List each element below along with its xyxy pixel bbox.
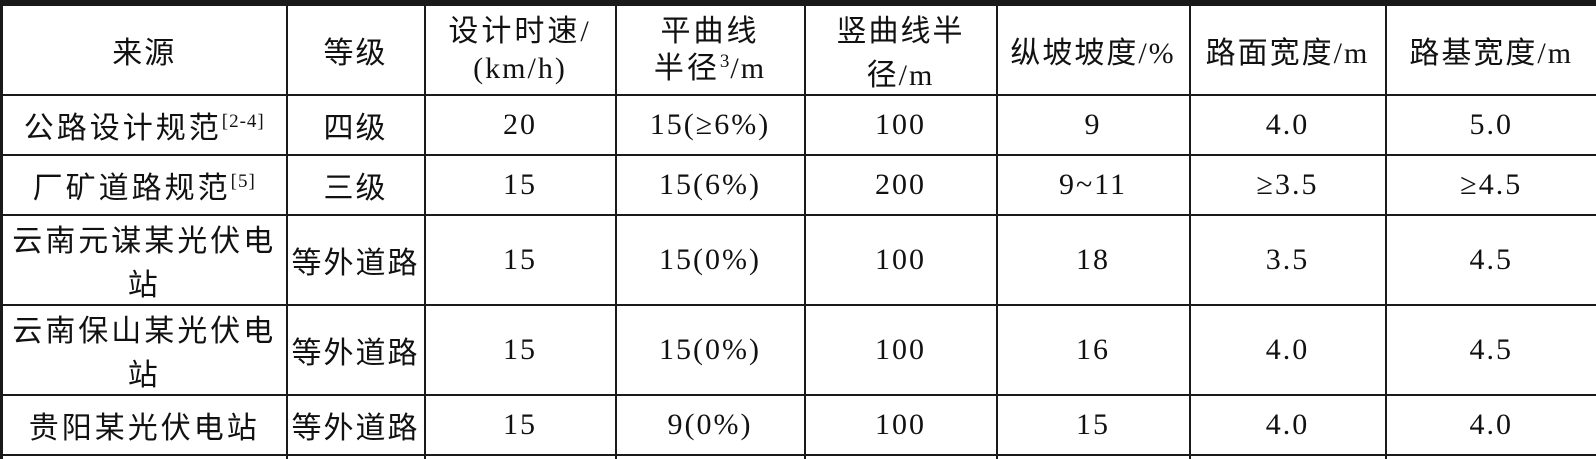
cell-slope: 18 <box>995 214 1191 306</box>
header-design-speed-line1: 设计时速/ <box>448 14 592 48</box>
source-text: 云南保山某光伏电站 <box>12 315 277 392</box>
cell-roadbed: 4.5 <box>1384 304 1596 396</box>
source-text: 贵阳某光伏电站 <box>28 412 260 445</box>
cell-slope: 15 <box>995 394 1191 456</box>
hcurve-unit: /m <box>730 52 767 85</box>
source-citation: [5] <box>230 171 256 192</box>
cell-source: 厂矿道路规范[5] <box>0 154 288 216</box>
source-text: 云南元谋某光伏电站 <box>12 225 277 302</box>
cell-grade: 四级 <box>285 94 426 156</box>
cell-pavement: 4.0 <box>1188 94 1387 156</box>
table-row: 贵阳某光伏电站 等外道路 15 9(0%) 100 15 4.0 4.0 <box>0 394 1596 456</box>
cell-speed: 15 <box>423 154 617 216</box>
cell-grade: 等外道路 <box>285 454 426 459</box>
table-row: 山西某光伏电站 等外道路 15 12(0%) 90 12 4.0 5.0 <box>0 454 1596 459</box>
cell-hcurve: 15(0%) <box>614 304 806 396</box>
cell-grade: 等外道路 <box>285 394 426 456</box>
header-roadbed-width: 路基宽度/m <box>1384 0 1596 96</box>
table-row: 云南元谋某光伏电站 等外道路 15 15(0%) 100 18 3.5 4.5 <box>0 214 1596 306</box>
cell-vcurve: 100 <box>803 304 998 396</box>
cell-source: 公路设计规范[2-4] <box>0 94 288 156</box>
header-pavement-width: 路面宽度/m <box>1188 0 1387 96</box>
header-hcurve-line2: 半径3/m <box>621 50 800 88</box>
cell-speed: 20 <box>423 94 617 156</box>
cell-vcurve: 100 <box>803 94 998 156</box>
header-design-speed: 设计时速/ (km/h) <box>423 0 617 96</box>
cell-grade: 等外道路 <box>285 214 426 306</box>
header-grade: 等级 <box>285 0 426 96</box>
cell-hcurve: 9(0%) <box>614 394 806 456</box>
cell-vcurve: 200 <box>803 154 998 216</box>
cell-hcurve: 15(≥6%) <box>614 94 806 156</box>
cell-pavement: ≥3.5 <box>1188 154 1387 216</box>
cell-speed: 15 <box>423 214 617 306</box>
cell-roadbed: 5.0 <box>1384 454 1596 459</box>
table-row: 厂矿道路规范[5] 三级 15 15(6%) 200 9~11 ≥3.5 ≥4.… <box>0 154 1596 216</box>
table-row: 云南保山某光伏电站 等外道路 15 15(0%) 100 16 4.0 4.5 <box>0 304 1596 396</box>
cell-grade: 等外道路 <box>285 304 426 396</box>
cell-slope: 16 <box>995 304 1191 396</box>
cell-hcurve: 15(6%) <box>614 154 806 216</box>
cell-roadbed: ≥4.5 <box>1384 154 1596 216</box>
table-header: 来源 等级 设计时速/ (km/h) 平曲线 半径3/m 竖曲线半径/m 纵坡坡… <box>0 0 1596 96</box>
source-text: 公路设计规范 <box>23 112 222 145</box>
cell-speed: 15 <box>423 304 617 396</box>
cell-pavement: 3.5 <box>1188 214 1387 306</box>
header-source: 来源 <box>0 0 288 96</box>
cell-source: 山西某光伏电站 <box>0 454 288 459</box>
header-vertical-curve-radius: 竖曲线半径/m <box>803 0 998 96</box>
cell-slope: 12 <box>995 454 1191 459</box>
cell-speed: 15 <box>423 454 617 459</box>
header-slope: 纵坡坡度/% <box>995 0 1191 96</box>
cell-slope: 9 <box>995 94 1191 156</box>
header-design-speed-line2: (km/h) <box>473 52 567 85</box>
cell-source: 贵阳某光伏电站 <box>0 394 288 456</box>
cell-vcurve: 100 <box>803 394 998 456</box>
hcurve-superscript: 3 <box>719 51 731 72</box>
cell-roadbed: 4.5 <box>1384 214 1596 306</box>
cell-pavement: 4.0 <box>1188 304 1387 396</box>
cell-vcurve: 100 <box>803 214 998 306</box>
table-body: 公路设计规范[2-4] 四级 20 15(≥6%) 100 9 4.0 5.0 … <box>0 94 1596 459</box>
cell-vcurve: 90 <box>803 454 998 459</box>
cell-speed: 15 <box>423 394 617 456</box>
cell-pavement: 4.0 <box>1188 394 1387 456</box>
cell-grade: 三级 <box>285 154 426 216</box>
source-text: 厂矿道路规范 <box>32 172 231 205</box>
table-row: 公路设计规范[2-4] 四级 20 15(≥6%) 100 9 4.0 5.0 <box>0 94 1596 156</box>
cell-source: 云南元谋某光伏电站 <box>0 214 288 306</box>
cell-roadbed: 4.0 <box>1384 394 1596 456</box>
header-row: 来源 等级 设计时速/ (km/h) 平曲线 半径3/m 竖曲线半径/m 纵坡坡… <box>0 0 1596 96</box>
cell-pavement: 4.0 <box>1188 454 1387 459</box>
cell-slope: 9~11 <box>995 154 1191 216</box>
cell-source: 云南保山某光伏电站 <box>0 304 288 396</box>
hcurve-base: 半径 <box>653 52 720 85</box>
cell-roadbed: 5.0 <box>1384 94 1596 156</box>
header-horizontal-curve-radius: 平曲线 半径3/m <box>614 0 806 96</box>
header-hcurve-line1: 平曲线 <box>660 14 760 48</box>
source-citation: [2-4] <box>221 111 265 132</box>
cell-hcurve: 12(0%) <box>614 454 806 459</box>
cell-hcurve: 15(0%) <box>614 214 806 306</box>
